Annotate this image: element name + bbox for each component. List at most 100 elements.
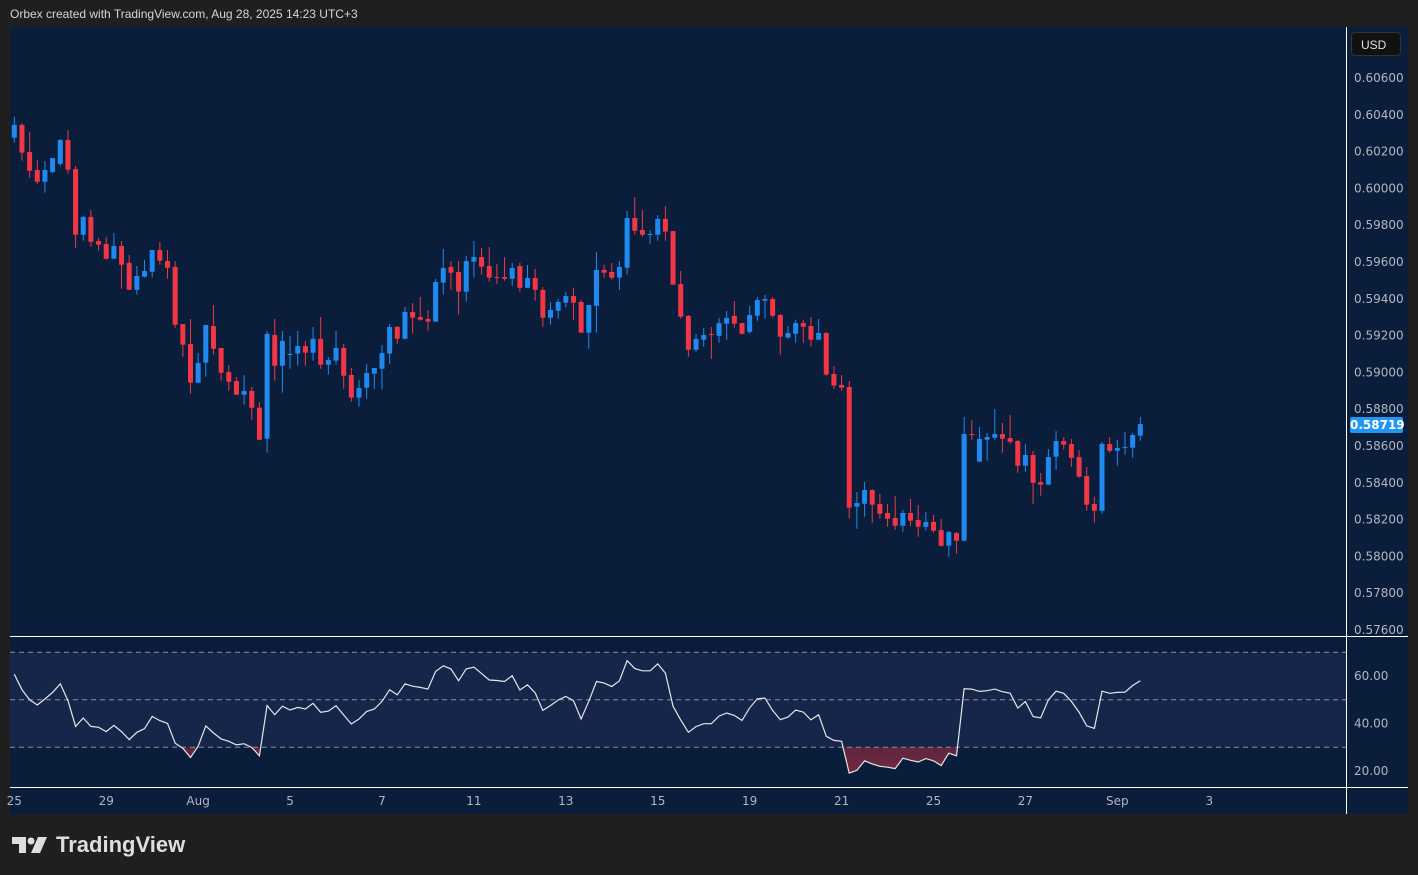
price-tick-label: 0.58800 [1354,402,1404,416]
candle [609,262,615,280]
candle [670,231,676,285]
candle-body [103,243,109,259]
candle [295,331,301,366]
candle [785,326,791,339]
candle-body [65,140,71,170]
candle-body [839,384,845,388]
candle [1091,496,1097,523]
candle [509,262,515,286]
price-axis[interactable]: 0.60600 0.60400 0.60200 0.60000 0.59800 0.596… [1354,71,1404,637]
rsi-tick-label: 20.00 [1354,764,1388,778]
candle [479,248,485,275]
candle-body [800,323,806,327]
time-tick-label: 21 [834,794,849,808]
candle-body [831,374,837,386]
time-tick-label: Sep [1106,794,1129,808]
candle-body [540,289,546,318]
candle [1122,432,1128,455]
candle [142,259,148,278]
price-tick-label: 0.58600 [1354,439,1404,453]
candle [969,420,975,440]
candle-body [992,434,998,438]
candle [348,367,354,402]
candle-body [387,326,393,354]
candle-body [1045,457,1051,485]
candle-body [279,340,285,366]
candle-body [42,170,48,182]
candle [762,294,768,319]
candle-body [187,344,193,383]
rsi-tick-label: 40.00 [1354,717,1388,731]
candle-body [1099,443,1105,511]
time-tick-label: 13 [558,794,573,808]
candle-body [984,436,990,440]
candle [731,301,737,328]
tradingview-logo[interactable]: TradingView [12,832,185,858]
currency-button[interactable]: USD [1351,32,1401,56]
tradingview-logo-icon [12,837,47,853]
attribution-header: Orbex created with TradingView.com, Aug … [10,7,358,21]
candle [249,386,255,420]
candle [187,319,193,394]
candle-body [908,512,914,521]
rsi-axis[interactable]: 60.00 40.00 20.00 [1354,669,1388,778]
candle [915,505,921,537]
candle-body [525,278,531,288]
candle [616,261,622,290]
candle-body [854,503,860,507]
candle [517,262,523,292]
time-axis[interactable]: 25 29 Aug 5 7 11 13 15 19 21 25 27 Sep 3 [7,794,1213,808]
candle [302,340,308,366]
time-tick-label: 19 [742,794,757,808]
time-tick-label: 7 [378,794,386,808]
candle-body [869,489,875,505]
candle-body [724,317,730,324]
rsi-polyline [13,659,1141,774]
price-tick-label: 0.60200 [1354,145,1404,159]
candle [639,209,645,237]
candle [364,363,370,399]
candle [80,216,86,241]
candle [172,261,178,328]
price-tick-label: 0.57800 [1354,586,1404,600]
price-tick-label: 0.59600 [1354,255,1404,269]
price-tick-label: 0.60000 [1354,181,1404,195]
candle [800,319,806,343]
candle-body [570,296,576,303]
candle-body [88,216,94,242]
candle [593,252,599,333]
candle [103,236,109,260]
candle [716,317,722,343]
candle [693,333,699,352]
candle [149,250,155,278]
candle [402,307,408,340]
candle-body [593,269,599,306]
candle-body [999,434,1005,439]
candle-body [126,262,132,290]
candle [394,326,400,344]
candle-body [134,275,140,290]
candle-body [1015,441,1021,466]
candle-body [463,261,469,292]
time-tick-label: 25 [7,794,22,808]
candle [310,326,316,361]
candle [724,310,730,340]
candle-body [34,170,40,182]
candle-body [57,140,63,164]
candle-body [616,266,622,278]
candle-body [379,353,385,369]
candle-body [356,388,362,398]
candle-body [885,512,891,519]
candle-body [111,245,117,259]
logo-text: TradingView [56,832,186,857]
candle [946,531,952,557]
candle-body [1107,443,1113,451]
candle [984,432,990,461]
candle-body [1068,443,1074,458]
candle [272,319,278,381]
candle-body [976,439,982,462]
candle-body [647,234,653,236]
candle [1076,450,1082,478]
rsi-line [13,659,1141,774]
